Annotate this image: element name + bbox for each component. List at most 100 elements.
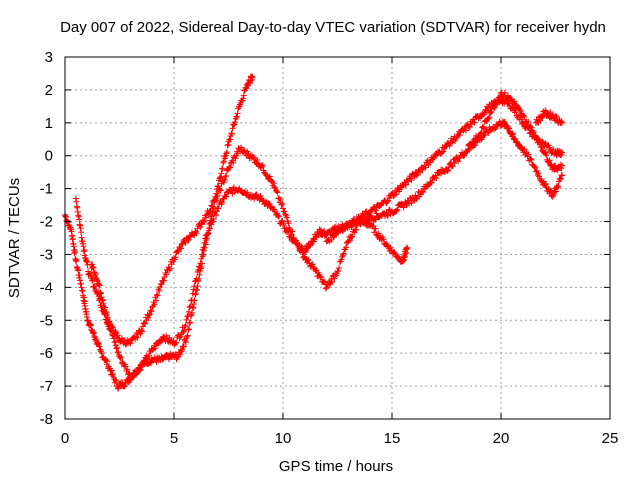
data-point-interp bbox=[182, 322, 189, 329]
data-point-interp bbox=[76, 272, 83, 279]
data-point-interp bbox=[375, 230, 382, 237]
data-point-interp bbox=[213, 208, 220, 215]
data-point-interp bbox=[78, 229, 85, 236]
data-point-interp bbox=[185, 326, 192, 333]
data-point-interp bbox=[335, 268, 342, 275]
data-point-interp bbox=[254, 157, 261, 164]
data-point-interp bbox=[227, 164, 234, 171]
data-point-interp bbox=[152, 345, 159, 352]
data-point-interp bbox=[250, 154, 257, 161]
data-point-interp bbox=[446, 142, 453, 149]
data-point-interp bbox=[92, 270, 99, 277]
data-points bbox=[62, 73, 566, 392]
data-point-interp bbox=[221, 176, 228, 183]
data-point-interp bbox=[384, 242, 391, 249]
data-point-interp bbox=[276, 213, 283, 220]
data-point-interp bbox=[532, 164, 539, 171]
data-point-interp bbox=[317, 274, 324, 281]
data-point-interp bbox=[259, 162, 266, 169]
data-point-interp bbox=[113, 345, 120, 352]
data-point-interp bbox=[353, 226, 360, 233]
data-point-interp bbox=[183, 316, 190, 323]
data-point-interp bbox=[552, 188, 559, 195]
data-point-interp bbox=[318, 273, 325, 280]
data-point-interp bbox=[329, 279, 336, 286]
data-point-interp bbox=[191, 283, 198, 290]
data-point-interp bbox=[542, 180, 549, 187]
data-point-interp bbox=[343, 244, 350, 251]
data-point-interp bbox=[528, 156, 535, 163]
data-point-interp bbox=[428, 179, 435, 186]
data-point-interp bbox=[445, 167, 452, 174]
data-point-interp bbox=[121, 383, 128, 390]
data-point-interp bbox=[145, 314, 152, 321]
data-point-interp bbox=[69, 235, 76, 242]
data-point-interp bbox=[185, 236, 192, 243]
data-point-interp bbox=[201, 218, 208, 225]
data-point-interp bbox=[109, 371, 116, 378]
data-point-interp bbox=[251, 195, 258, 202]
data-point-interp bbox=[392, 191, 399, 198]
data-point-interp bbox=[213, 212, 220, 219]
data-point-interp bbox=[112, 377, 119, 384]
data-point-interp bbox=[163, 332, 170, 339]
data-point-interp bbox=[393, 207, 400, 214]
data-point-interp bbox=[103, 357, 110, 364]
data-point-interp bbox=[96, 282, 103, 289]
data-point-interp bbox=[190, 286, 197, 293]
data-point-interp bbox=[266, 173, 273, 180]
data-point-interp bbox=[167, 265, 174, 272]
data-point-interp bbox=[160, 277, 167, 284]
data-point-interp bbox=[350, 215, 357, 222]
data-point-interp bbox=[189, 309, 196, 316]
data-point bbox=[214, 192, 221, 199]
data-point-interp bbox=[117, 355, 124, 362]
data-point-interp bbox=[277, 196, 284, 203]
data-point-interp bbox=[299, 249, 306, 256]
data-point-interp bbox=[240, 95, 247, 102]
data-point-interp bbox=[139, 328, 146, 335]
data-point-interp bbox=[189, 290, 196, 297]
data-point-interp bbox=[114, 333, 121, 340]
data-point-interp bbox=[209, 219, 216, 226]
data-point-interp bbox=[151, 301, 158, 308]
data-point-interp bbox=[216, 175, 223, 182]
data-point-interp bbox=[394, 206, 401, 213]
data-point-interp bbox=[298, 246, 305, 253]
data-point-interp bbox=[297, 245, 304, 252]
data-point-interp bbox=[109, 323, 116, 330]
data-point-interp bbox=[187, 303, 194, 310]
data-point-interp bbox=[555, 183, 562, 190]
data-point-interp bbox=[243, 85, 250, 92]
data-point-interp bbox=[228, 130, 235, 137]
data-point-interp bbox=[557, 176, 564, 183]
data-point-interp bbox=[219, 165, 226, 172]
data-point-interp bbox=[233, 114, 240, 121]
data-point-interp bbox=[198, 255, 205, 262]
data-point-interp bbox=[205, 229, 212, 236]
data-point-interp bbox=[279, 200, 286, 207]
data-point-interp bbox=[206, 225, 213, 232]
data-point bbox=[280, 205, 286, 212]
data-point-interp bbox=[226, 163, 233, 170]
data-point-interp bbox=[408, 177, 415, 184]
data-point-interp bbox=[208, 202, 215, 209]
data-point-interp bbox=[401, 253, 408, 260]
data-point-interp bbox=[216, 186, 223, 193]
data-point-interp bbox=[154, 292, 161, 299]
data-point-interp bbox=[228, 130, 235, 137]
data-point-interp bbox=[455, 158, 462, 165]
data-point-interp bbox=[133, 370, 140, 377]
data-point-interp bbox=[115, 349, 122, 356]
data-point-interp bbox=[420, 188, 427, 195]
data-point-interp bbox=[352, 220, 359, 227]
data-point-interp bbox=[201, 239, 208, 246]
data-point-interp bbox=[202, 235, 209, 242]
data-point-interp bbox=[76, 216, 83, 223]
data-point-interp bbox=[166, 356, 173, 363]
data-point-interp bbox=[234, 110, 241, 117]
data-point-interp bbox=[485, 129, 492, 136]
data-point-interp bbox=[146, 312, 153, 319]
data-point-interp bbox=[213, 197, 220, 204]
